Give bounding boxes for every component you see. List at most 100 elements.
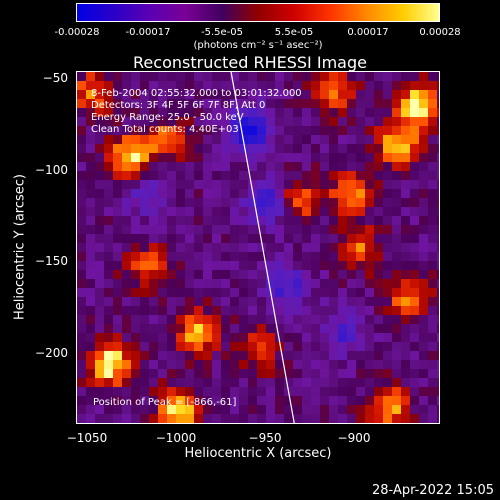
heatmap-cell xyxy=(329,90,338,99)
heatmap-cell xyxy=(239,162,248,171)
heatmap-cell xyxy=(230,189,239,198)
heatmap-cell xyxy=(140,405,149,414)
heatmap-cell xyxy=(257,81,266,90)
heatmap-cell xyxy=(239,144,248,153)
heatmap-cell xyxy=(392,405,401,414)
heatmap-cell xyxy=(194,378,203,387)
heatmap-cell xyxy=(374,225,383,234)
heatmap-cell xyxy=(131,414,140,423)
heatmap-cell xyxy=(131,279,140,288)
heatmap-cell xyxy=(419,243,428,252)
heatmap-cell xyxy=(158,378,167,387)
heatmap-cell xyxy=(410,261,419,270)
heatmap-cell xyxy=(356,90,365,99)
heatmap-cell xyxy=(212,198,221,207)
heatmap-cell xyxy=(437,72,439,81)
heatmap-cell xyxy=(176,144,185,153)
heatmap-cell xyxy=(257,270,266,279)
heatmap-cell xyxy=(392,72,401,81)
heatmap-cell xyxy=(140,225,149,234)
heatmap-cell xyxy=(176,414,185,423)
heatmap-cell xyxy=(293,414,302,423)
heatmap-cell xyxy=(320,135,329,144)
heatmap-cell xyxy=(239,387,248,396)
heatmap-cell xyxy=(329,297,338,306)
heatmap-cell xyxy=(158,369,167,378)
heatmap-cell xyxy=(338,351,347,360)
heatmap-cell xyxy=(338,72,347,81)
heatmap-cell xyxy=(437,189,439,198)
heatmap-cell xyxy=(428,180,437,189)
heatmap-cell xyxy=(392,216,401,225)
heatmap-cell xyxy=(113,369,122,378)
heatmap-cell xyxy=(266,414,275,423)
heatmap-cell xyxy=(131,225,140,234)
heatmap-cell xyxy=(302,306,311,315)
heatmap-cell xyxy=(419,108,428,117)
heatmap-cell xyxy=(347,378,356,387)
heatmap-cell xyxy=(374,288,383,297)
heatmap-cell xyxy=(230,81,239,90)
heatmap-cell xyxy=(212,162,221,171)
heatmap-cell xyxy=(149,198,158,207)
heatmap-cell xyxy=(320,387,329,396)
heatmap-cell xyxy=(356,351,365,360)
heatmap-cell xyxy=(203,270,212,279)
heatmap-cell xyxy=(338,99,347,108)
heatmap-cell xyxy=(293,72,302,81)
heatmap-cell xyxy=(149,171,158,180)
heatmap-cell xyxy=(365,180,374,189)
heatmap-cell xyxy=(194,90,203,99)
heatmap-cell xyxy=(311,414,320,423)
heatmap-cell xyxy=(194,81,203,90)
heatmap-cell xyxy=(77,99,86,108)
heatmap-cell xyxy=(347,81,356,90)
heatmap-cell xyxy=(221,333,230,342)
heatmap-cell xyxy=(428,396,437,405)
heatmap-cell xyxy=(248,261,257,270)
heatmap-cell xyxy=(311,99,320,108)
heatmap-cell xyxy=(293,270,302,279)
heatmap-cell xyxy=(275,324,284,333)
heatmap-cell xyxy=(230,153,239,162)
heatmap-cell xyxy=(239,297,248,306)
heatmap-cell xyxy=(347,279,356,288)
heatmap-cell xyxy=(95,333,104,342)
heatmap-cell xyxy=(230,225,239,234)
heatmap-cell xyxy=(338,144,347,153)
heatmap-cell xyxy=(347,252,356,261)
heatmap-cell xyxy=(302,324,311,333)
heatmap-cell xyxy=(158,405,167,414)
heatmap-cell xyxy=(131,288,140,297)
heatmap-cell xyxy=(401,162,410,171)
heatmap-cell xyxy=(257,243,266,252)
heatmap-cell xyxy=(311,378,320,387)
heatmap-cell xyxy=(221,279,230,288)
heatmap-cell xyxy=(329,324,338,333)
heatmap-cell xyxy=(284,360,293,369)
heatmap-cell xyxy=(230,72,239,81)
heatmap-cell xyxy=(311,72,320,81)
heatmap-cell xyxy=(356,207,365,216)
heatmap-cell xyxy=(140,378,149,387)
heatmap-cell xyxy=(248,108,257,117)
heatmap-cell xyxy=(185,144,194,153)
heatmap-cell xyxy=(113,414,122,423)
heatmap-cell xyxy=(113,387,122,396)
heatmap-cell xyxy=(86,360,95,369)
heatmap-cell xyxy=(113,72,122,81)
heatmap-cell xyxy=(275,171,284,180)
heatmap-cell xyxy=(293,117,302,126)
heatmap-cell xyxy=(131,297,140,306)
heatmap-cell xyxy=(185,378,194,387)
heatmap-cell xyxy=(392,189,401,198)
heatmap-cell xyxy=(275,135,284,144)
heatmap-cell xyxy=(392,387,401,396)
heatmap-cell xyxy=(257,153,266,162)
heatmap-cell xyxy=(185,369,194,378)
heatmap-cell xyxy=(374,378,383,387)
solar-limb-line xyxy=(230,72,295,423)
x-tick-label: −1050 xyxy=(66,431,108,445)
heatmap-cell xyxy=(401,414,410,423)
heatmap-cell xyxy=(311,198,320,207)
